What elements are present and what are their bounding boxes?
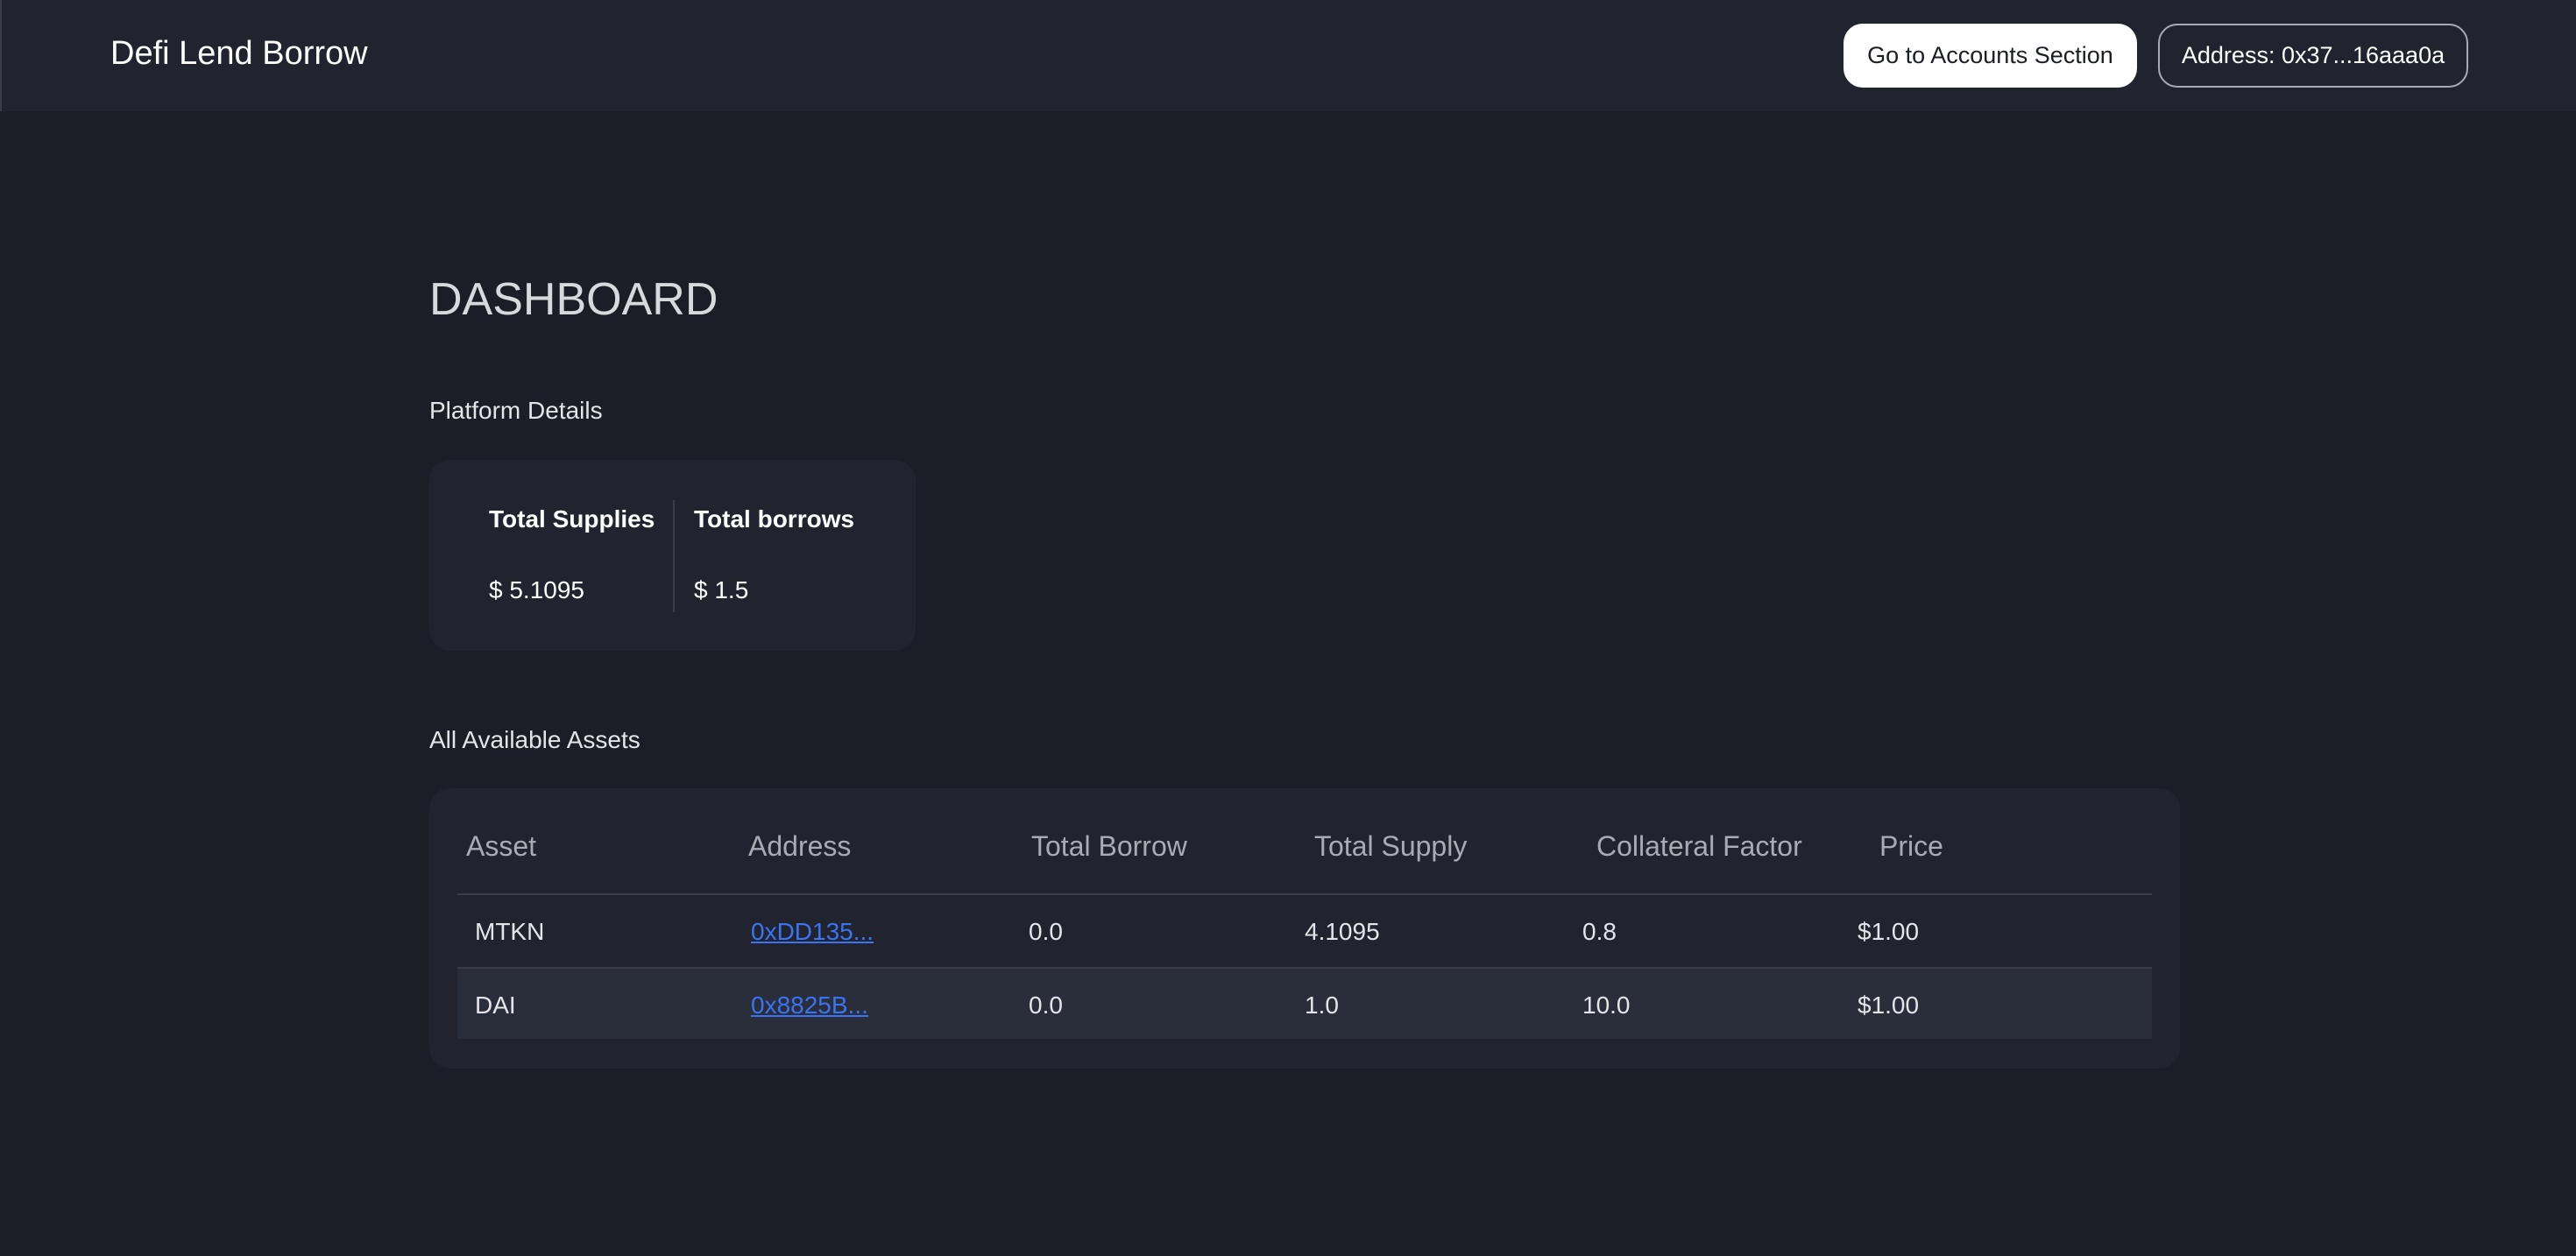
address-cell: 0x8825B... [751, 991, 868, 1020]
total-borrows-value: $ 1.5 [694, 576, 749, 603]
asset-cell: DAI [475, 991, 516, 1019]
column-header-price: Price [1879, 830, 1943, 862]
header-divider [457, 893, 2152, 895]
available-assets-label: All Available Assets [429, 726, 640, 753]
table-row: DAI 0x8825B... 0.0 1.0 10.0 $1.00 [457, 967, 2152, 1039]
asset-address-link[interactable]: 0xDD135... [751, 918, 874, 945]
go-to-accounts-button[interactable]: Go to Accounts Section [1844, 24, 2137, 88]
column-header-asset: Asset [466, 830, 537, 862]
collateral-factor-cell: 0.8 [1582, 918, 1617, 945]
platform-details-label: Platform Details [429, 397, 603, 424]
price-cell: $1.00 [1858, 991, 1920, 1019]
total-borrows-label: Total borrows [694, 505, 855, 533]
total-supply-cell: 1.0 [1305, 991, 1339, 1019]
top-bar: Defi Lend Borrow Go to Accounts Section … [0, 0, 2576, 111]
total-supply-cell: 4.1095 [1305, 918, 1380, 945]
wallet-address-button[interactable]: Address: 0x37...16aaa0a [2158, 24, 2468, 88]
column-header-total-supply: Total Supply [1314, 830, 1468, 862]
asset-cell: MTKN [475, 918, 545, 945]
column-header-total-borrow: Total Borrow [1031, 830, 1187, 862]
collateral-factor-cell: 10.0 [1582, 991, 1631, 1019]
address-cell: 0xDD135... [751, 918, 874, 946]
app-title: Defi Lend Borrow [110, 35, 368, 72]
column-header-address: Address [748, 830, 852, 862]
asset-address-link[interactable]: 0x8825B... [751, 991, 868, 1019]
total-supplies-value: $ 5.1095 [489, 576, 584, 603]
total-borrow-cell: 0.0 [1029, 918, 1063, 945]
page-title: DASHBOARD [429, 274, 718, 325]
column-header-collateral-factor: Collateral Factor [1596, 830, 1802, 862]
platform-details-card: Total Supplies $ 5.1095 Total borrows $ … [429, 460, 916, 651]
total-borrow-cell: 0.0 [1029, 991, 1063, 1019]
table-row: MTKN 0xDD135... 0.0 4.1095 0.8 $1.00 [457, 895, 2152, 967]
divider [673, 500, 675, 612]
total-supplies-label: Total Supplies [489, 505, 655, 533]
price-cell: $1.00 [1858, 918, 1920, 945]
assets-table: Asset Address Total Borrow Total Supply … [429, 788, 2180, 1069]
